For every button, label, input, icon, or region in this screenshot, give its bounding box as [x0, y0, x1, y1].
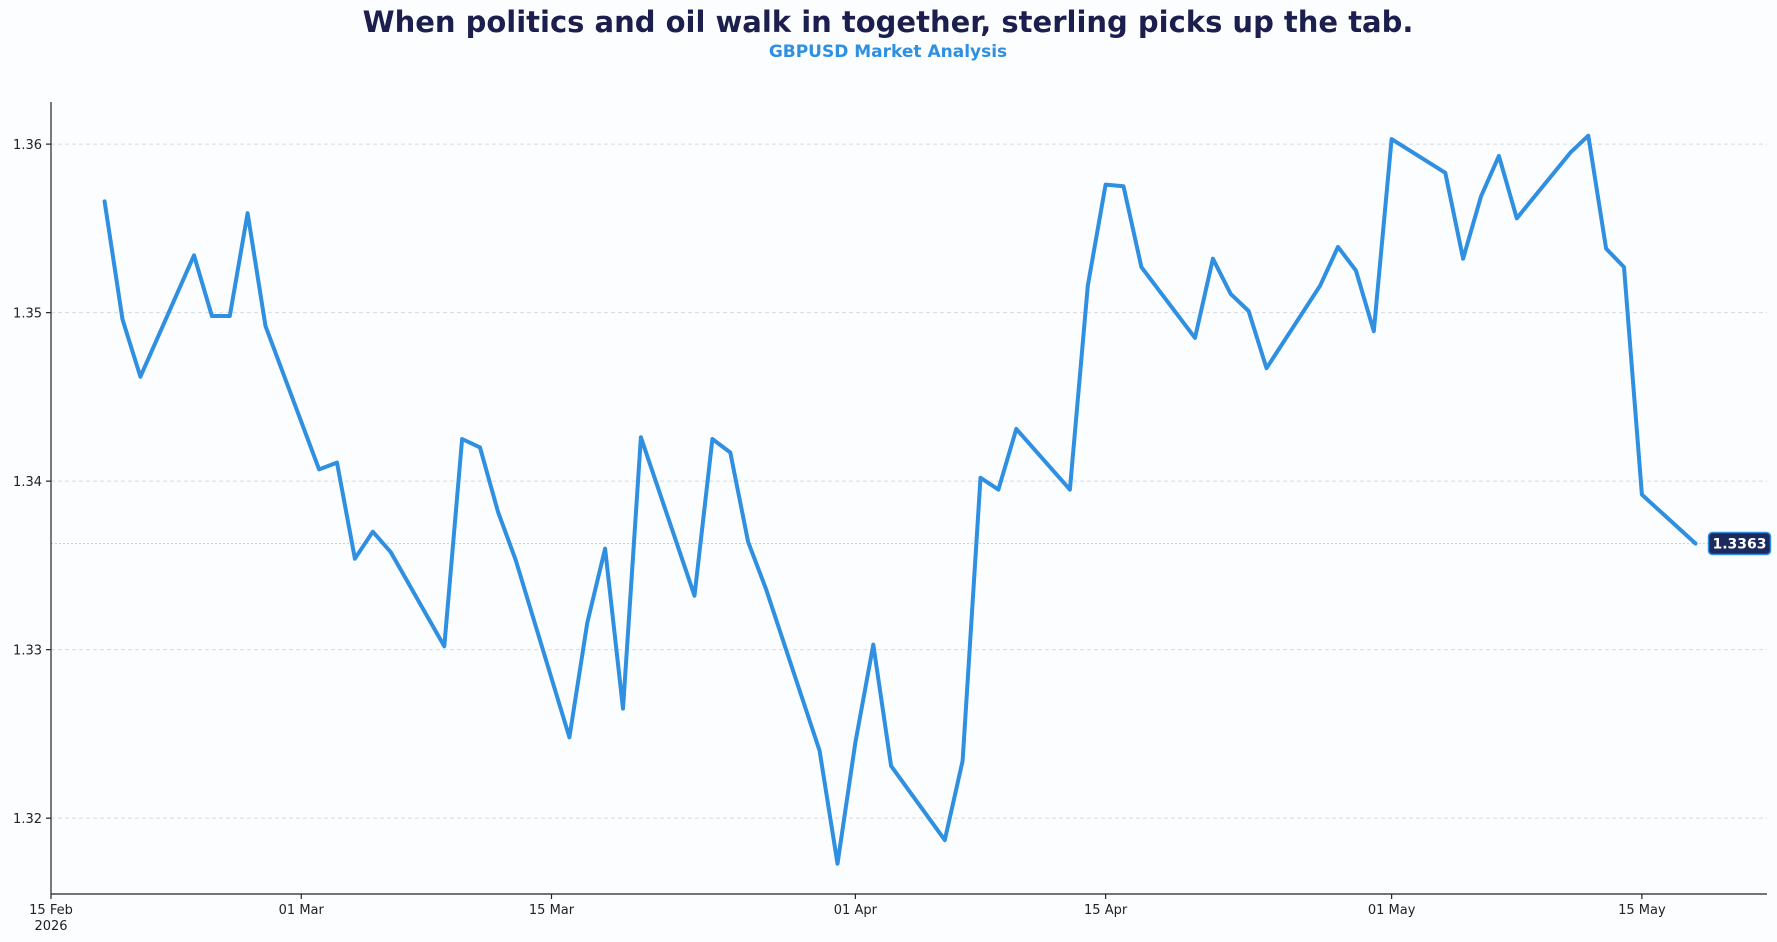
- series-layer: [102, 133, 1698, 866]
- chart-title: When politics and oil walk in together, …: [363, 5, 1414, 39]
- y-tick-label: 1.32: [13, 812, 42, 827]
- y-tick-label: 1.33: [13, 644, 42, 659]
- chart-subtitle: GBPUSD Market Analysis: [769, 42, 1007, 62]
- y-tick-label: 1.36: [13, 138, 42, 153]
- x-tick-label: 15 Apr: [1084, 903, 1128, 918]
- last-value-badge-box: [1707, 531, 1772, 556]
- gridlines: [51, 143, 1767, 819]
- x-tick-label: 01 Mar: [279, 903, 325, 918]
- last-value-badge: 1.3363: [1707, 531, 1772, 556]
- y-tick-label: 1.35: [13, 307, 42, 322]
- x-tick-year-label: 2026: [34, 919, 67, 934]
- axes: [46, 102, 1767, 899]
- x-tick-label: 15 May: [1618, 903, 1666, 918]
- x-tick-label: 15 Feb: [29, 903, 73, 918]
- series-line-0: [102, 133, 1698, 866]
- last-value-badge-text: 1.3363: [1712, 536, 1766, 552]
- y-tick-label: 1.34: [13, 475, 42, 490]
- x-tick-label: 15 Mar: [529, 903, 575, 918]
- x-tick-label: 01 May: [1368, 903, 1416, 918]
- x-tick-label: 01 Apr: [834, 903, 878, 918]
